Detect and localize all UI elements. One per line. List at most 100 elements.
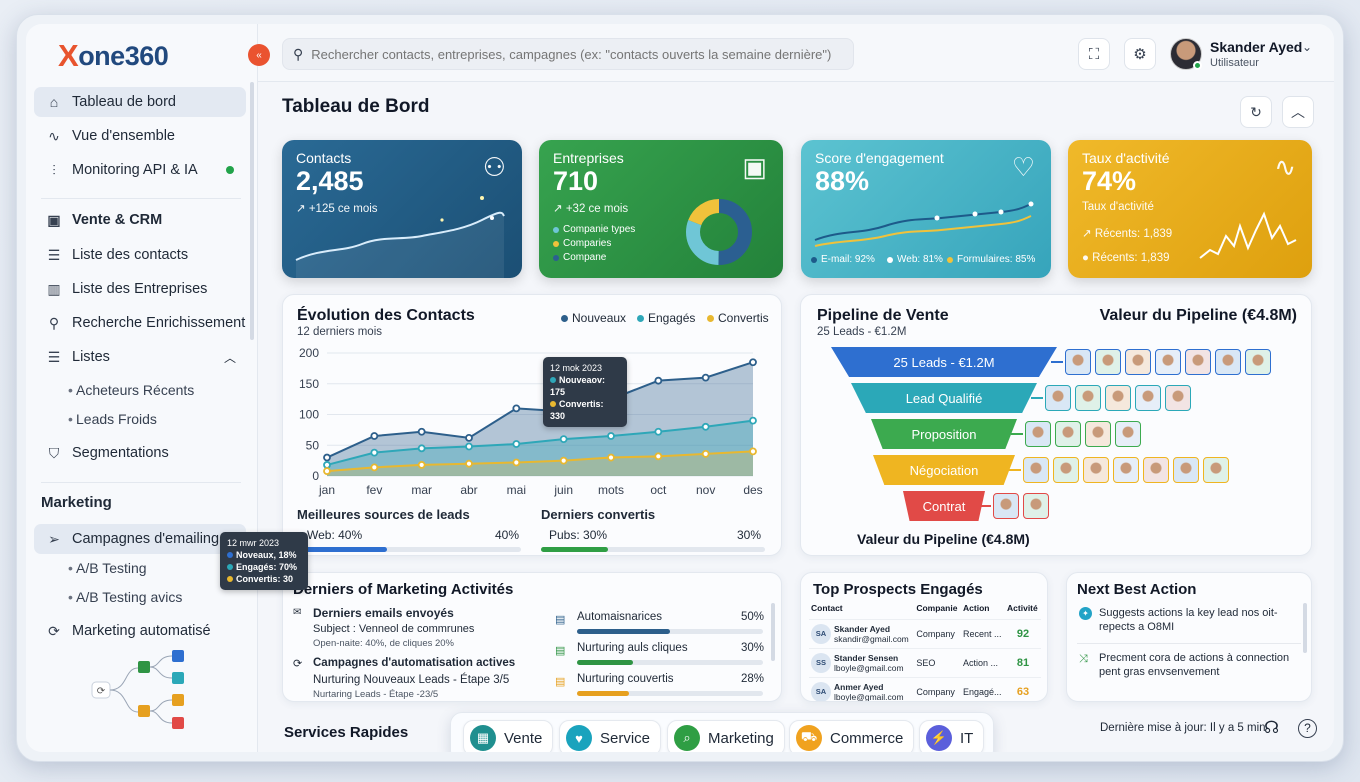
activity-bar-percent: 50% [741,611,765,623]
sidebar-item-automatise[interactable]: ⟳ Marketing automatisé [34,616,246,646]
lead-avatar[interactable] [1185,349,1211,375]
service-marketing-button[interactable]: ⌕ Marketing [667,720,785,752]
prospect-score: 63 [1005,677,1041,701]
sidebar-subitem-ab-testing[interactable]: A/B Testing [34,553,246,583]
data-point [749,416,757,425]
kpi-activite[interactable]: Taux d'activité 74% Taux d'activité ∿ ↗ … [1068,140,1312,278]
refresh-button[interactable]: ↻ [1240,96,1272,128]
lead-avatar[interactable] [1155,349,1181,375]
legend-item[interactable]: Convertis [707,311,769,325]
kpi-engagement[interactable]: Score d'engagement 88% ♡ E-mail: 92% Web… [801,140,1051,278]
service-it-button[interactable]: ⚡ IT [919,720,985,752]
collapse-button[interactable]: ︿ [1282,96,1314,128]
lead-avatar[interactable] [1065,349,1091,375]
headset-icon[interactable]: ☊ [1264,718,1280,737]
lead-avatar[interactable] [1085,421,1111,447]
funnel-stage[interactable]: Contrat [903,491,985,521]
sidebar-scrollbar[interactable] [250,82,254,340]
lead-avatar[interactable] [1055,421,1081,447]
nba-scrollbar[interactable] [1303,603,1307,653]
prospect-contact: SA Skander Ayed skandir@gmail.com [809,619,915,649]
table-row[interactable]: SA Anmer Ayed lboyle@gmail.com Company Engag… [809,677,1041,701]
lead-avatar[interactable] [1113,457,1139,483]
legend-item[interactable]: Nouveaux [561,311,626,325]
sidebar-item-vue-ensemble[interactable]: ∿ Vue d'ensemble [34,121,246,151]
lead-avatar[interactable] [1023,457,1049,483]
evolution-card: Évolution des Contacts 12 derniers mois … [282,294,782,556]
lead-avatar[interactable] [1075,385,1101,411]
table-row[interactable]: SA Skander Ayed skandir@gmail.com Company Re… [809,619,1041,649]
funnel-stage[interactable]: Lead Qualifié [851,383,1037,413]
search-box[interactable]: ⚲ [282,38,854,70]
sidebar-item-tableau-de-bord[interactable]: ⌂ Tableau de bord [34,87,246,117]
table-row[interactable]: SS Stander Sensen lboyle@gmail.com SEO Actio… [809,648,1041,678]
sidebar-subitem-acheteurs[interactable]: Acheteurs Récents [34,375,246,405]
funnel-stage[interactable]: 25 Leads - €1.2M [831,347,1057,377]
lead-avatar[interactable] [1165,385,1191,411]
lead-avatar[interactable] [1125,349,1151,375]
lead-avatar[interactable] [1095,349,1121,375]
fullscreen-button[interactable]: ⛶ [1078,38,1110,70]
prospect-score: 92 [1005,619,1041,649]
lead-avatar[interactable] [1023,493,1049,519]
lead-avatar[interactable] [1143,457,1169,483]
service-commerce-button[interactable]: ⛟ Commerce [789,720,915,752]
kpi-contacts[interactable]: Contacts 2,485 ↗ +125 ce mois ⚇ [282,140,522,278]
column-header[interactable]: Activité [1007,603,1038,613]
sidebar-item-campagnes[interactable]: ➢ Campagnes d'emailing [34,524,246,554]
user-name[interactable]: Skander Ayed [1210,39,1303,55]
lead-avatar[interactable] [1245,349,1271,375]
lead-avatar[interactable] [1215,349,1241,375]
sidebar-item-listes[interactable]: ☰ Listes ︿ [34,342,246,372]
sidebar-item-contacts[interactable]: ☰ Liste des contacts [34,240,246,270]
funnel-stage[interactable]: Proposition [871,419,1017,449]
lead-avatar[interactable] [993,493,1019,519]
sidebar-item-segmentations[interactable]: ⛉ Segmentations [34,438,246,468]
column-header[interactable]: Companie [916,603,958,613]
legend-item[interactable]: Engagés [637,311,695,325]
sidebar-section-vente-crm[interactable]: ▣ Vente & CRM [34,205,246,235]
lead-avatar[interactable] [1173,457,1199,483]
service-vente-button[interactable]: ▦ Vente [463,720,554,752]
lead-avatar[interactable] [1083,457,1109,483]
chevron-down-icon[interactable]: ⌄ [1302,40,1313,54]
data-point [465,433,473,442]
collapse-sidebar-button[interactable]: « [248,44,270,66]
services-title: Services Rapides [284,724,409,741]
lead-avatar[interactable] [1135,385,1161,411]
settings-button[interactable]: ⚙ [1124,38,1156,70]
sidebar-item-recherche[interactable]: ⚲ Recherche Enrichissement [34,308,246,338]
column-header[interactable]: Action [963,603,990,613]
gear-icon: ⚙ [1133,46,1147,63]
evolution-chart[interactable]: 0 50 100 150 200 jan fev mar abr mai juin mots oct no… [283,341,783,551]
lead-avatar[interactable] [1045,385,1071,411]
lead-avatar[interactable] [1053,457,1079,483]
prospect-score: 81 [1005,648,1041,678]
series-area [327,420,753,476]
sidebar-item-entreprises[interactable]: ▥ Liste des Entreprises [34,274,246,304]
legend-item: E-mail: 92% [811,254,875,265]
funnel-stage[interactable]: Négociation [873,455,1015,485]
lead-avatar[interactable] [1105,385,1131,411]
avatar[interactable] [1170,38,1202,70]
lead-avatar[interactable] [1115,421,1141,447]
sidebar-subitem-ab-testing-avics[interactable]: A/B Testing avics [34,582,246,612]
kpi-entreprises[interactable]: Entreprises 710 ↗ +32 ce mois ▣ Companie… [539,140,783,278]
column-header[interactable]: Contact [811,603,843,613]
chevron-up-icon[interactable]: ︿ [223,350,236,365]
help-icon[interactable]: ? [1298,719,1317,738]
entreprises-donut [686,199,752,265]
lead-avatar[interactable] [1025,421,1051,447]
nba-item[interactable]: Precment cora de actions à connection pe… [1099,652,1290,678]
nba-item[interactable]: Suggests actions la key lead nos oit-rep… [1099,607,1278,633]
activities-scrollbar[interactable] [771,603,775,661]
lead-avatar[interactable] [1203,457,1229,483]
services-bar: ▦ Vente ♥ Service ⌕ Marketing ⛟ Commerce ⚡ IT [450,712,994,752]
sidebar-subitem-leads-froids[interactable]: Leads Froids [34,404,246,434]
sidebar-item-monitoring[interactable]: ⫶ Monitoring API & IA [34,155,246,185]
service-service-button[interactable]: ♥ Service [559,720,662,752]
x-tick-label: oct [650,483,667,497]
prospect-avatar: SS [811,653,831,673]
search-input[interactable] [311,46,832,62]
